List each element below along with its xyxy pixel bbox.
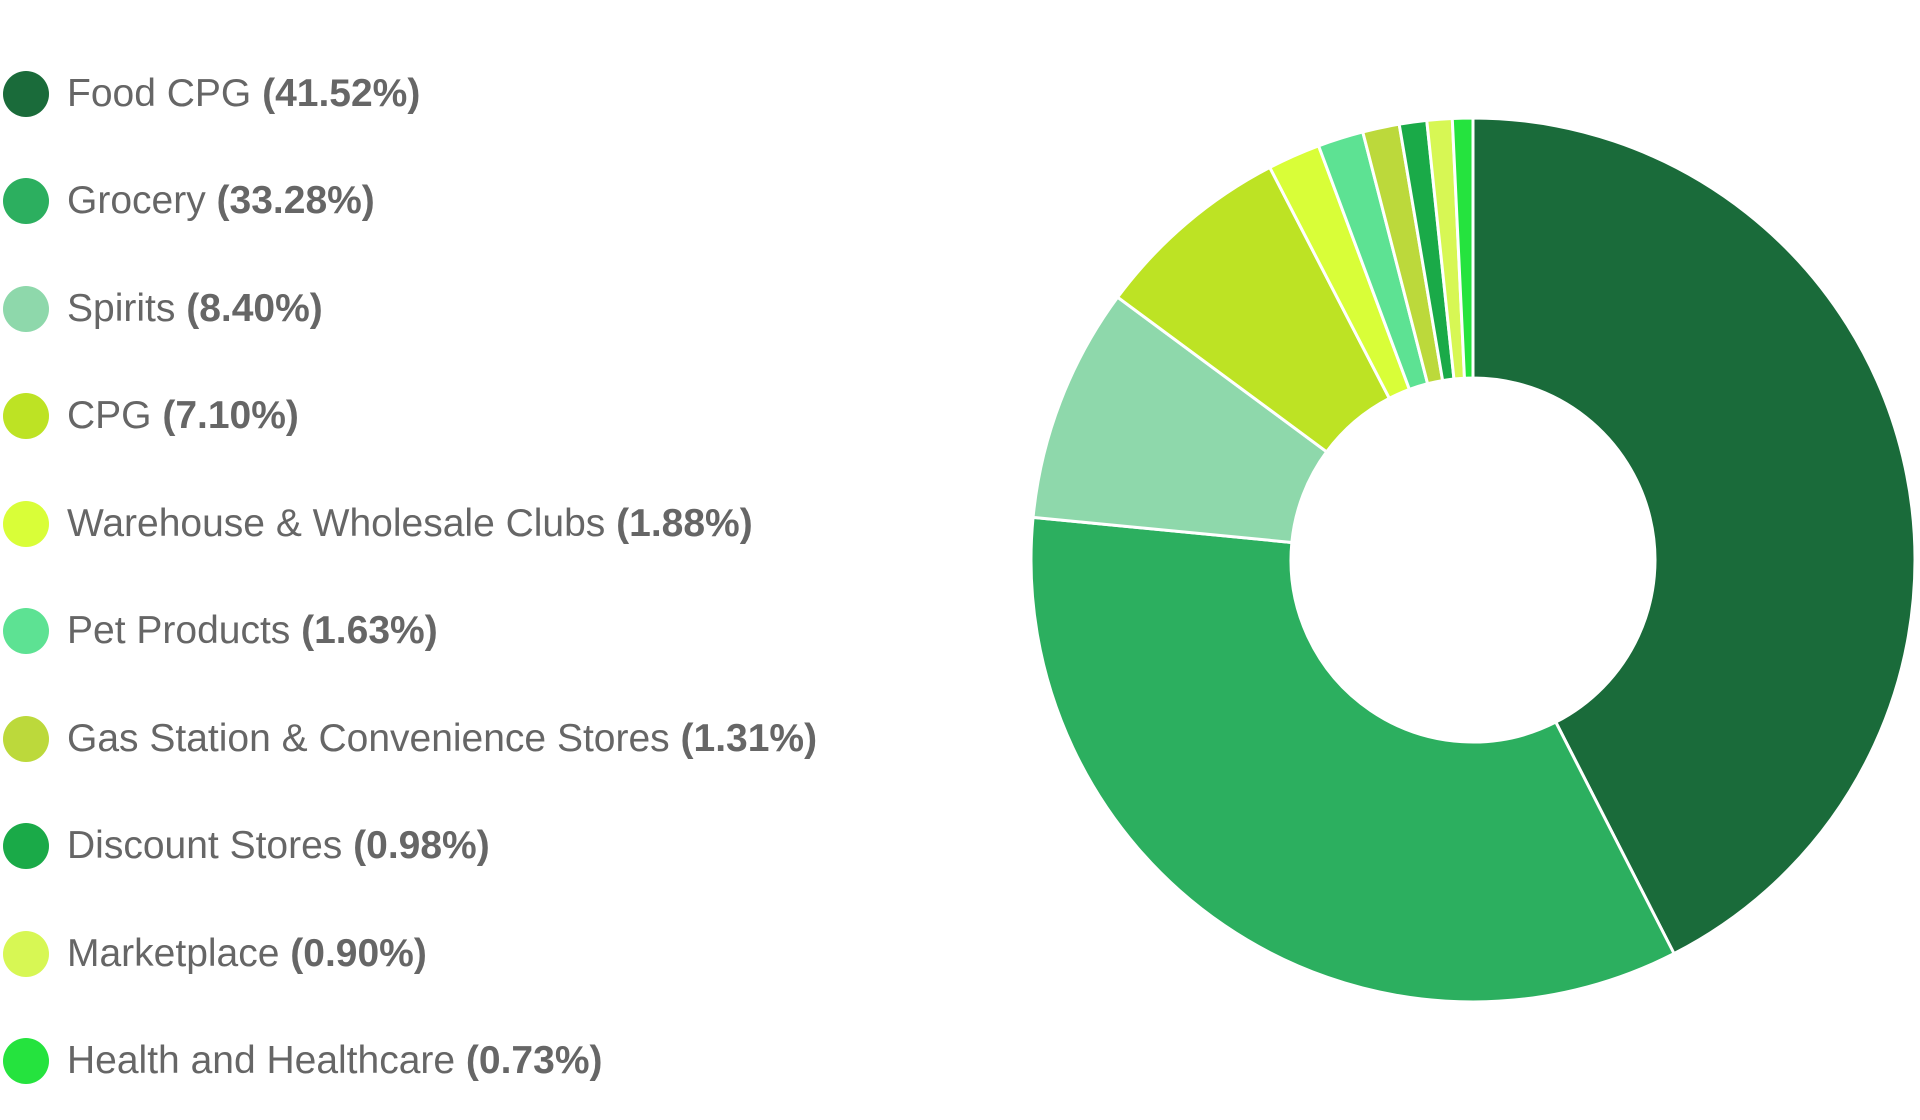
legend-percent: (0.90%) — [290, 931, 427, 975]
legend-text: Marketplace (0.90%) — [67, 932, 427, 976]
legend-swatch — [3, 608, 49, 655]
legend-swatch — [3, 178, 49, 225]
legend-text: Gas Station & Convenience Stores (1.31%) — [67, 717, 817, 761]
legend-item: Gas Station & Convenience Stores (1.31%) — [0, 685, 920, 793]
legend-text: Pet Products (1.63%) — [67, 609, 438, 653]
legend-text: Health and Healthcare (0.73%) — [67, 1039, 602, 1083]
legend-swatch — [3, 715, 49, 762]
legend-text: Grocery (33.28%) — [67, 179, 375, 223]
legend-label: Marketplace — [67, 931, 280, 975]
donut-slice — [1031, 295, 1329, 544]
legend-swatch — [3, 823, 49, 870]
legend-text: Food CPG (41.52%) — [67, 72, 420, 116]
legend-item: Health and Healthcare (0.73%) — [0, 1008, 920, 1116]
legend-item: Spirits (8.40%) — [0, 255, 920, 363]
legend-text: Discount Stores (0.98%) — [67, 824, 490, 868]
legend-percent: (7.10%) — [162, 394, 299, 438]
legend-label: Health and Healthcare — [67, 1039, 456, 1083]
legend-percent: (41.52%) — [262, 71, 421, 115]
legend-percent: (1.63%) — [301, 609, 438, 653]
legend-swatch — [3, 70, 49, 117]
legend-percent: (1.31%) — [680, 716, 818, 760]
legend-percent: (0.98%) — [353, 824, 490, 868]
legend-label: Spirits — [67, 286, 176, 330]
legend-item: Pet Products (1.63%) — [0, 578, 920, 686]
chart-legend: Food CPG (41.52%) Grocery (33.28%) Spirits… — [0, 40, 920, 1115]
legend-label: Warehouse & Wholesale Clubs — [67, 501, 606, 545]
legend-percent: (0.73%) — [465, 1039, 603, 1083]
legend-text: Spirits (8.40%) — [67, 287, 323, 331]
legend-item: Grocery (33.28%) — [0, 148, 920, 256]
legend-item: Warehouse & Wholesale Clubs (1.88%) — [0, 470, 920, 578]
legend-swatch — [3, 285, 49, 332]
legend-label: Discount Stores — [67, 824, 343, 868]
legend-item: Discount Stores (0.98%) — [0, 793, 920, 901]
legend-label: Gas Station & Convenience Stores — [67, 716, 670, 760]
legend-label: Grocery — [67, 179, 206, 223]
legend-item: Marketplace (0.90%) — [0, 900, 920, 1008]
legend-label: Food CPG — [67, 71, 252, 115]
legend-item: Food CPG (41.52%) — [0, 40, 920, 148]
donut-slice — [1029, 515, 1676, 1004]
legend-swatch — [3, 500, 49, 547]
donut-slice — [1471, 116, 1917, 956]
legend-percent: (8.40%) — [186, 286, 323, 330]
legend-swatch — [3, 930, 49, 977]
legend-percent: (1.88%) — [616, 501, 753, 545]
legend-swatch — [3, 393, 49, 440]
legend-percent: (33.28%) — [216, 179, 375, 223]
legend-swatch — [3, 1038, 49, 1085]
legend-text: CPG (7.10%) — [67, 394, 299, 438]
legend-label: CPG — [67, 394, 152, 438]
donut-slice — [1450, 116, 1475, 380]
legend-text: Warehouse & Wholesale Clubs (1.88%) — [67, 502, 753, 546]
legend-item: CPG (7.10%) — [0, 363, 920, 471]
legend-label: Pet Products — [67, 609, 291, 653]
